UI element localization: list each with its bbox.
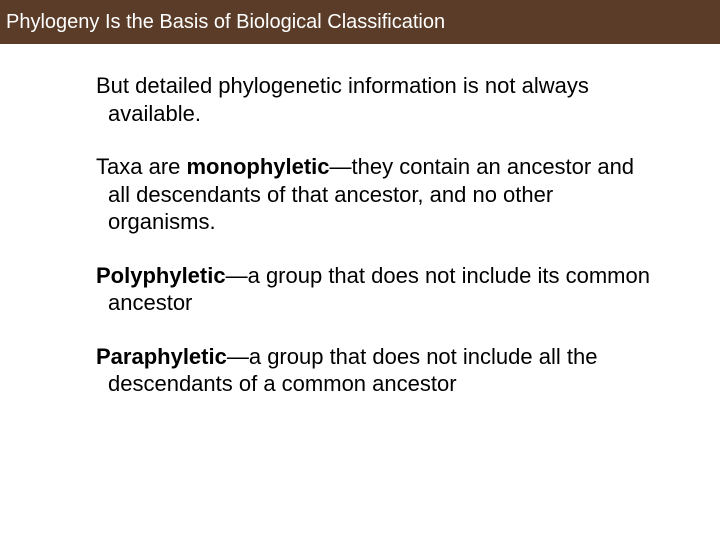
paragraph-1: But detailed phylogenetic information is… bbox=[96, 72, 660, 127]
paragraph-2: Taxa are monophyletic—they contain an an… bbox=[96, 153, 660, 236]
term-bold: monophyletic bbox=[187, 154, 330, 179]
term-bold: Paraphyletic bbox=[96, 344, 227, 369]
slide-header: Phylogeny Is the Basis of Biological Cla… bbox=[0, 0, 720, 44]
paragraph-3: Polyphyletic—a group that does not inclu… bbox=[96, 262, 660, 317]
text-run: But detailed phylogenetic information is… bbox=[96, 73, 589, 126]
slide-title: Phylogeny Is the Basis of Biological Cla… bbox=[6, 11, 445, 34]
text-run: Taxa are bbox=[96, 154, 187, 179]
term-bold: Polyphyletic bbox=[96, 263, 226, 288]
paragraph-4: Paraphyletic—a group that does not inclu… bbox=[96, 343, 660, 398]
slide-body: But detailed phylogenetic information is… bbox=[0, 44, 720, 398]
